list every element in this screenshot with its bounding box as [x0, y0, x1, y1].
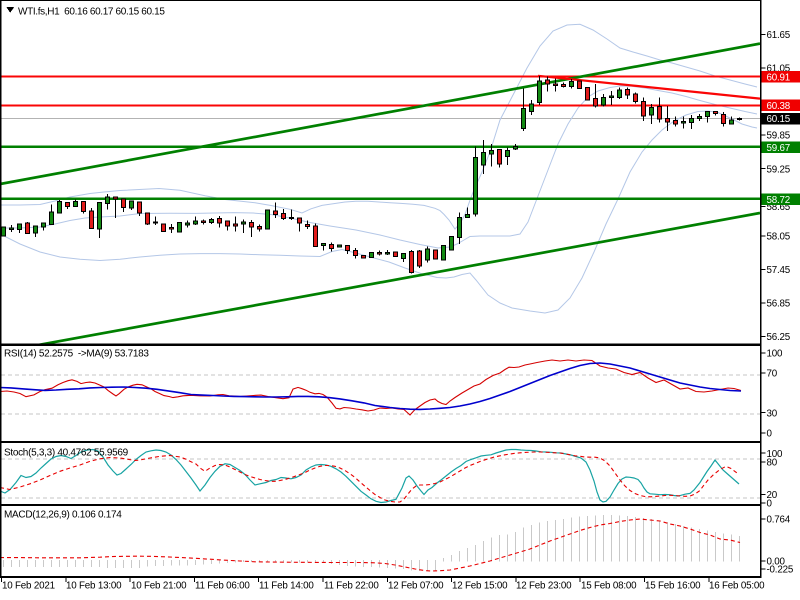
- svg-text:RSI(14) 52.2575 ->MA(9) 53.71: RSI(14) 52.2575 ->MA(9) 53.7183: [4, 349, 149, 360]
- svg-text:70: 70: [767, 368, 778, 379]
- svg-text:10 Feb 2021: 10 Feb 2021: [2, 581, 55, 592]
- svg-text:59.85: 59.85: [767, 131, 791, 142]
- svg-text:100: 100: [767, 449, 783, 460]
- svg-text:11 Feb 14:00: 11 Feb 14:00: [259, 581, 314, 592]
- svg-text:57.45: 57.45: [767, 265, 791, 276]
- svg-text:20: 20: [767, 490, 778, 501]
- svg-text:30: 30: [767, 408, 778, 419]
- svg-text:WTI.fs,H1 60.16 60.17 60.15 6: WTI.fs,H1 60.16 60.17 60.15 60.15: [18, 7, 165, 18]
- svg-text:12 Feb 15:00: 12 Feb 15:00: [452, 581, 508, 592]
- svg-text:60.38: 60.38: [767, 101, 791, 112]
- svg-text:61.65: 61.65: [767, 30, 791, 41]
- svg-text:10 Feb 21:00: 10 Feb 21:00: [131, 581, 187, 592]
- svg-text:56.85: 56.85: [767, 299, 791, 310]
- svg-text:16 Feb 05:00: 16 Feb 05:00: [709, 581, 765, 592]
- svg-text:11 Feb 22:00: 11 Feb 22:00: [324, 581, 379, 592]
- svg-text:Stoch(5,3,3) 40.4762 55.9569: Stoch(5,3,3) 40.4762 55.9569: [4, 448, 129, 459]
- svg-text:59.67: 59.67: [767, 143, 791, 154]
- svg-text:58.05: 58.05: [767, 231, 791, 242]
- svg-text:-0.225: -0.225: [767, 564, 794, 575]
- svg-text:61.05: 61.05: [767, 64, 791, 75]
- svg-text:MACD(12,26,9) 0.106 0.174: MACD(12,26,9) 0.106 0.174: [4, 510, 122, 521]
- svg-text:56.25: 56.25: [767, 332, 791, 343]
- svg-text:58.72: 58.72: [767, 195, 791, 206]
- svg-text:0.00: 0.00: [767, 556, 786, 567]
- svg-text:15 Feb 08:00: 15 Feb 08:00: [581, 581, 637, 592]
- svg-text:0: 0: [767, 498, 773, 509]
- svg-text:80: 80: [767, 458, 778, 469]
- svg-text:15 Feb 16:00: 15 Feb 16:00: [645, 581, 701, 592]
- svg-text:0.764: 0.764: [767, 515, 791, 526]
- svg-text:60.91: 60.91: [767, 72, 791, 83]
- svg-text:0: 0: [767, 429, 773, 440]
- svg-text:12 Feb 23:00: 12 Feb 23:00: [516, 581, 572, 592]
- svg-text:100: 100: [767, 349, 783, 360]
- svg-text:10 Feb 13:00: 10 Feb 13:00: [66, 581, 122, 592]
- svg-text:12 Feb 07:00: 12 Feb 07:00: [388, 581, 444, 592]
- svg-text:60.15: 60.15: [767, 114, 791, 125]
- svg-text:58.65: 58.65: [767, 202, 791, 213]
- svg-text:59.25: 59.25: [767, 164, 791, 175]
- svg-text:11 Feb 06:00: 11 Feb 06:00: [195, 581, 250, 592]
